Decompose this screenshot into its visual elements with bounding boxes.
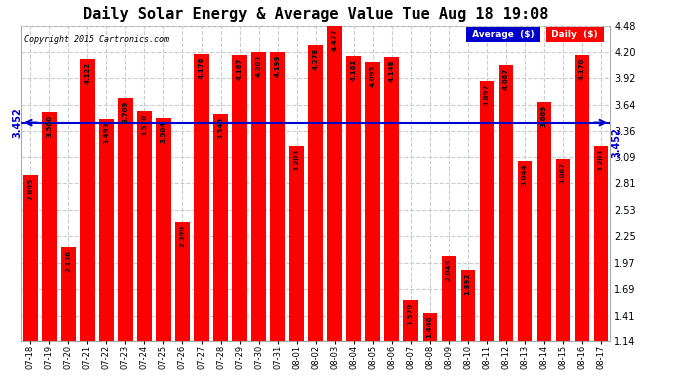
Text: Daily  ($): Daily ($)	[549, 30, 601, 39]
Bar	[460, 270, 475, 341]
Text: 3.067: 3.067	[560, 162, 566, 184]
Bar	[251, 52, 266, 341]
Text: 3.709: 3.709	[122, 101, 128, 123]
Text: 3.504: 3.504	[161, 120, 166, 143]
Text: 4.095: 4.095	[370, 65, 375, 87]
Text: 3.669: 3.669	[541, 105, 546, 127]
Bar	[118, 98, 132, 341]
Bar	[442, 256, 456, 341]
Title: Daily Solar Energy & Average Value Tue Aug 18 19:08: Daily Solar Energy & Average Value Tue A…	[83, 6, 549, 21]
Text: 4.278: 4.278	[313, 47, 319, 70]
Bar	[42, 112, 57, 341]
Bar	[384, 57, 399, 341]
Text: 3.203: 3.203	[598, 149, 604, 171]
Text: 3.452: 3.452	[12, 107, 22, 138]
Text: 3.452: 3.452	[611, 128, 621, 158]
Bar	[195, 54, 208, 341]
Bar	[289, 146, 304, 341]
Bar	[233, 55, 246, 341]
Text: 2.895: 2.895	[28, 178, 33, 200]
Bar	[328, 26, 342, 341]
Text: 4.176: 4.176	[199, 57, 204, 79]
Bar	[537, 102, 551, 341]
Text: 2.399: 2.399	[179, 225, 186, 247]
Text: 4.122: 4.122	[84, 62, 90, 84]
Bar	[575, 55, 589, 341]
Bar	[213, 114, 228, 341]
Bar	[346, 56, 361, 341]
Bar	[157, 118, 170, 341]
Text: 3.044: 3.044	[522, 164, 528, 186]
Bar	[99, 119, 114, 341]
Text: 3.570: 3.570	[141, 114, 148, 136]
Text: 2.136: 2.136	[66, 250, 72, 272]
Bar	[555, 159, 570, 341]
Bar	[593, 146, 608, 341]
Bar	[422, 313, 437, 341]
Text: 4.477: 4.477	[332, 28, 337, 51]
Text: 4.167: 4.167	[237, 58, 242, 80]
Text: 3.545: 3.545	[217, 117, 224, 139]
Bar	[270, 52, 285, 341]
Bar	[518, 161, 532, 341]
Text: 3.560: 3.560	[46, 115, 52, 137]
Bar	[480, 81, 494, 341]
Text: 1.579: 1.579	[408, 302, 413, 324]
Bar	[137, 111, 152, 341]
Text: 1.440: 1.440	[426, 315, 433, 338]
Text: 3.203: 3.203	[293, 149, 299, 171]
Text: 3.897: 3.897	[484, 83, 490, 106]
Text: Copyright 2015 Cartronics.com: Copyright 2015 Cartronics.com	[24, 35, 169, 44]
Text: 4.161: 4.161	[351, 58, 357, 81]
Bar	[80, 59, 95, 341]
Bar	[61, 247, 76, 341]
Bar	[175, 222, 190, 341]
Text: 4.170: 4.170	[579, 58, 584, 80]
Text: 4.199: 4.199	[275, 55, 281, 77]
Text: 2.043: 2.043	[446, 258, 452, 281]
Text: Average  ($): Average ($)	[469, 30, 538, 39]
Bar	[308, 45, 323, 341]
Text: 4.148: 4.148	[388, 60, 395, 82]
Bar	[23, 175, 37, 341]
Text: 4.203: 4.203	[255, 54, 262, 77]
Text: 1.892: 1.892	[464, 273, 471, 295]
Bar	[499, 64, 513, 341]
Bar	[404, 300, 417, 341]
Bar	[366, 62, 380, 341]
Text: 4.067: 4.067	[503, 68, 509, 90]
Text: 3.493: 3.493	[104, 122, 110, 144]
